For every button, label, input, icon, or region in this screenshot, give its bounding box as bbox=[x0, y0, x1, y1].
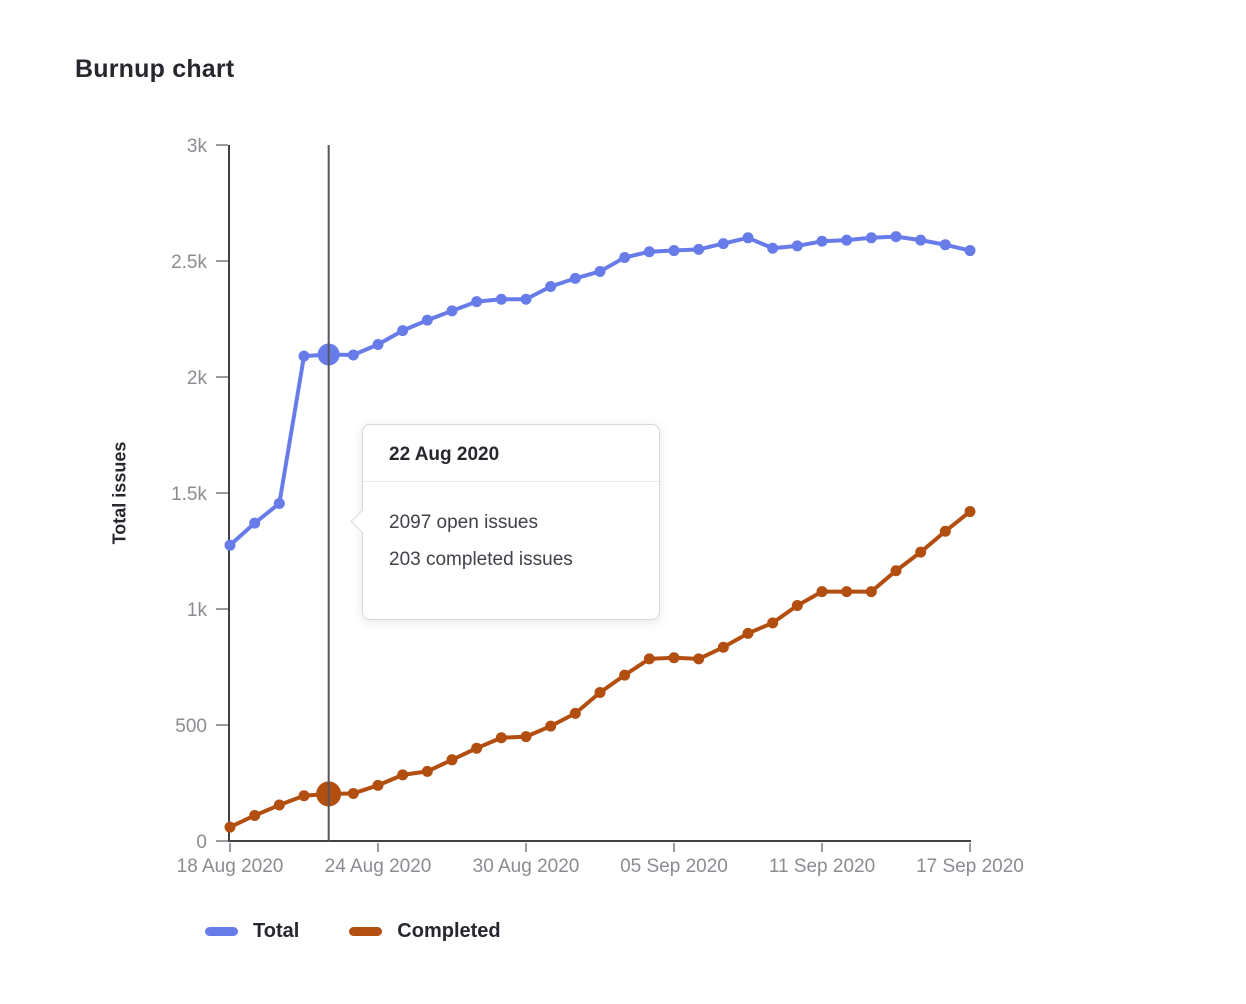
total-point[interactable] bbox=[520, 293, 532, 305]
completed-point[interactable] bbox=[717, 641, 729, 653]
completed-point[interactable] bbox=[446, 754, 458, 766]
completed-point[interactable] bbox=[865, 586, 877, 598]
x-axis-ticks: 18 Aug 2020 24 Aug 2020 30 Aug 2020 05 Sep … bbox=[177, 843, 1024, 877]
legend-label-completed: Completed bbox=[397, 920, 501, 942]
completed-point[interactable] bbox=[742, 627, 754, 639]
total-point[interactable] bbox=[495, 293, 507, 305]
x-tick-label: 17 Sep 2020 bbox=[916, 856, 1024, 877]
y-tick-label: 2k bbox=[187, 368, 208, 389]
total-point[interactable] bbox=[545, 281, 557, 293]
completed-point[interactable] bbox=[668, 652, 680, 664]
total-point[interactable] bbox=[717, 238, 729, 250]
x-tick-label: 18 Aug 2020 bbox=[177, 856, 284, 877]
chart-legend: Total Completed bbox=[205, 920, 501, 943]
total-point[interactable] bbox=[865, 232, 877, 244]
x-tick-label: 24 Aug 2020 bbox=[325, 856, 432, 877]
total-point[interactable] bbox=[890, 231, 902, 243]
x-tick-label: 30 Aug 2020 bbox=[473, 856, 580, 877]
x-tick-label: 05 Sep 2020 bbox=[620, 856, 728, 877]
total-point[interactable] bbox=[273, 497, 285, 509]
tooltip-open-issues: 2097 open issues bbox=[389, 512, 538, 533]
total-point[interactable] bbox=[446, 305, 458, 317]
total-point[interactable] bbox=[569, 272, 581, 284]
total-point[interactable] bbox=[668, 245, 680, 257]
completed-point[interactable] bbox=[964, 506, 976, 518]
total-point[interactable] bbox=[347, 349, 359, 361]
series-completed bbox=[224, 506, 976, 833]
completed-point[interactable] bbox=[347, 787, 359, 799]
y-axis-ticks: 0 500 1k 1.5k 2k 2.5k 3k bbox=[171, 136, 228, 853]
total-point[interactable] bbox=[421, 314, 433, 326]
completed-point[interactable] bbox=[841, 586, 853, 598]
total-point[interactable] bbox=[791, 240, 803, 252]
tooltip-date: 22 Aug 2020 bbox=[363, 425, 659, 482]
completed-point[interactable] bbox=[816, 586, 828, 598]
x-tick-label: 11 Sep 2020 bbox=[769, 856, 875, 877]
tooltip-body: 2097 open issues 203 completed issues bbox=[363, 482, 659, 600]
total-point[interactable] bbox=[816, 235, 828, 247]
series-total bbox=[224, 231, 976, 551]
completed-point[interactable] bbox=[471, 742, 483, 754]
completed-point[interactable] bbox=[569, 707, 581, 719]
completed-point[interactable] bbox=[939, 525, 951, 537]
y-tick-label: 1k bbox=[187, 600, 208, 621]
legend-label-total: Total bbox=[253, 920, 300, 942]
total-point[interactable] bbox=[619, 252, 631, 264]
tooltip-completed-issues: 203 completed issues bbox=[389, 549, 573, 570]
total-point[interactable] bbox=[224, 539, 236, 551]
completed-point[interactable] bbox=[693, 653, 705, 665]
completed-point[interactable] bbox=[791, 600, 803, 612]
completed-point[interactable] bbox=[224, 821, 236, 833]
y-tick-label: 0 bbox=[196, 832, 207, 853]
completed-point[interactable] bbox=[767, 617, 779, 629]
completed-point[interactable] bbox=[495, 732, 507, 744]
completed-point[interactable] bbox=[890, 565, 902, 577]
total-point[interactable] bbox=[397, 325, 409, 337]
completed-point[interactable] bbox=[545, 720, 557, 732]
legend-item-total[interactable]: Total bbox=[205, 920, 299, 943]
total-point[interactable] bbox=[841, 234, 853, 246]
total-point[interactable] bbox=[643, 246, 655, 258]
total-point[interactable] bbox=[767, 242, 779, 254]
page-title: Burnup chart bbox=[75, 55, 235, 83]
total-point[interactable] bbox=[471, 296, 483, 308]
y-tick-label: 3k bbox=[187, 136, 208, 157]
total-point[interactable] bbox=[964, 245, 976, 257]
completed-point[interactable] bbox=[372, 779, 384, 791]
total-point[interactable] bbox=[249, 517, 261, 529]
total-point[interactable] bbox=[594, 265, 606, 277]
total-point[interactable] bbox=[939, 239, 951, 251]
total-point[interactable] bbox=[298, 350, 310, 362]
completed-series-swatch-icon bbox=[349, 927, 383, 936]
y-tick-label: 500 bbox=[175, 716, 207, 737]
total-point[interactable] bbox=[693, 243, 705, 255]
completed-point[interactable] bbox=[619, 669, 631, 681]
total-point[interactable] bbox=[742, 232, 754, 244]
completed-point[interactable] bbox=[249, 809, 261, 821]
axes bbox=[228, 145, 971, 842]
chart-tooltip: 22 Aug 2020 2097 open issues 203 complet… bbox=[350, 424, 660, 620]
completed-point[interactable] bbox=[298, 790, 310, 802]
y-axis-title: Total issues bbox=[109, 441, 130, 545]
total-point[interactable] bbox=[372, 339, 384, 351]
total-point[interactable] bbox=[915, 234, 927, 246]
completed-point[interactable] bbox=[397, 769, 409, 781]
completed-point[interactable] bbox=[273, 799, 285, 811]
legend-item-completed[interactable]: Completed bbox=[349, 920, 501, 943]
completed-point[interactable] bbox=[594, 687, 606, 699]
y-tick-label: 2.5k bbox=[171, 252, 207, 273]
completed-point[interactable] bbox=[915, 546, 927, 558]
completed-point[interactable] bbox=[421, 765, 433, 777]
completed-point[interactable] bbox=[643, 653, 655, 665]
total-series-swatch-icon bbox=[205, 927, 238, 936]
completed-point[interactable] bbox=[520, 731, 532, 743]
y-tick-label: 1.5k bbox=[171, 484, 207, 505]
